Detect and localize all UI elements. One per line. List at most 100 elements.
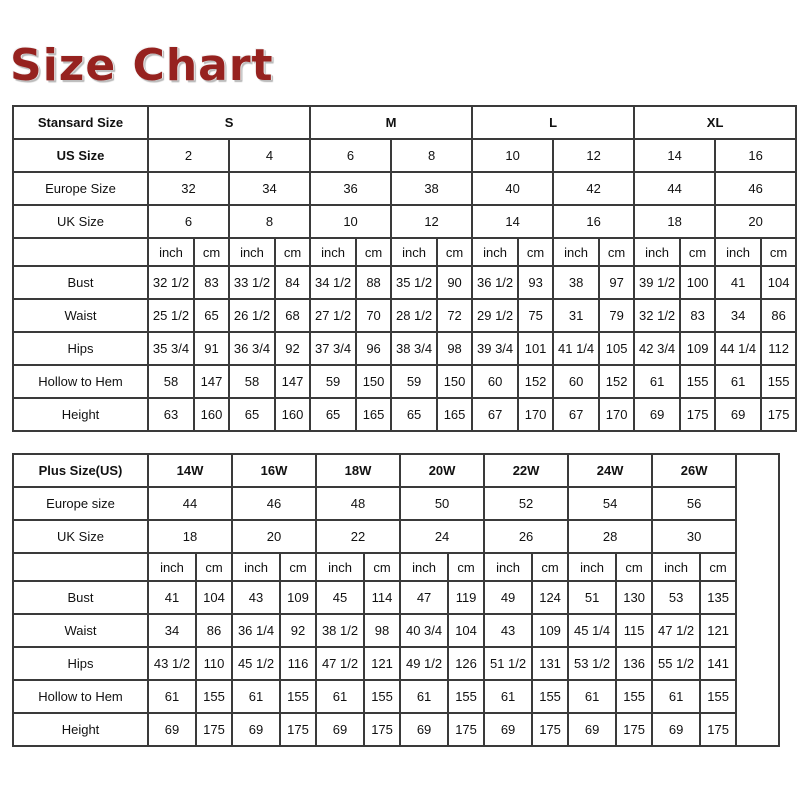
cell-value: 42 3/4 bbox=[633, 331, 682, 366]
unit-row: inch cm inch cm inch cm inch cm inch cm inch cm inch… bbox=[12, 237, 798, 267]
cell-value: 175 bbox=[447, 712, 486, 747]
cell-value: 65 bbox=[193, 298, 230, 333]
cell-value: 65 bbox=[228, 397, 276, 432]
group-header-s: S bbox=[146, 105, 312, 140]
cell-value: 69 bbox=[714, 397, 763, 432]
cell-value: 12 bbox=[552, 138, 636, 173]
row-label-bust: Bust bbox=[12, 265, 149, 300]
cell-value: 61 bbox=[633, 364, 682, 399]
unit-header-cm: cm bbox=[194, 552, 234, 582]
unit-header-cm: cm bbox=[760, 237, 798, 267]
cell-value: 155 bbox=[679, 364, 717, 399]
cell-value: 43 bbox=[231, 580, 282, 615]
unit-header-cm: cm bbox=[699, 552, 738, 582]
unit-row-empty-label bbox=[12, 552, 149, 582]
cell-value: 51 bbox=[567, 580, 618, 615]
cell-value: 67 bbox=[471, 397, 520, 432]
cell-value: 52 bbox=[483, 486, 570, 521]
cell-value: 65 bbox=[309, 397, 358, 432]
unit-header-inch: inch bbox=[147, 552, 197, 582]
cell-value: 83 bbox=[679, 298, 717, 333]
cell-value: 147 bbox=[193, 364, 230, 399]
cell-value: 104 bbox=[760, 265, 798, 300]
cell-value: 98 bbox=[363, 613, 402, 648]
table-row: UK Size 18 20 22 24 26 28 30 bbox=[12, 519, 779, 554]
cell-value: 110 bbox=[194, 646, 234, 681]
cell-value: 58 bbox=[228, 364, 276, 399]
cell-value: 35 1/2 bbox=[390, 265, 439, 300]
cell-value: 39 3/4 bbox=[471, 331, 520, 366]
cell-value: 47 bbox=[399, 580, 450, 615]
cell-value: 18 bbox=[146, 519, 234, 554]
cell-value: 36 1/2 bbox=[471, 265, 520, 300]
cell-value: 130 bbox=[615, 580, 654, 615]
cell-value: 105 bbox=[598, 331, 636, 366]
group-header-26w: 26W bbox=[651, 453, 738, 488]
cell-value: 131 bbox=[531, 646, 570, 681]
cell-value: 175 bbox=[279, 712, 318, 747]
cell-value: 67 bbox=[552, 397, 601, 432]
cell-value: 121 bbox=[699, 613, 738, 648]
cell-value: 109 bbox=[679, 331, 717, 366]
unit-header-cm: cm bbox=[615, 552, 654, 582]
measurement-row: Waist 34 86 36 1/4 92 38 1/2 98 40 3/4 104 43 109 4… bbox=[12, 613, 779, 648]
cell-value: 45 1/2 bbox=[231, 646, 282, 681]
cell-value: 46 bbox=[714, 171, 798, 206]
cell-value: 44 bbox=[146, 486, 234, 521]
row-label-hips: Hips bbox=[12, 331, 149, 366]
table-header-row: Stansard Size S M L XL bbox=[12, 105, 798, 140]
cell-value: 69 bbox=[399, 712, 450, 747]
cell-value: 69 bbox=[633, 397, 682, 432]
cell-value: 152 bbox=[517, 364, 555, 399]
cell-value: 37 3/4 bbox=[309, 331, 358, 366]
plus-size-table: Plus Size(US) 14W 16W 18W 20W 22W 24W 26W Europe… bbox=[12, 453, 781, 747]
unit-header-inch: inch bbox=[714, 237, 763, 267]
cell-value: 22 bbox=[315, 519, 402, 554]
table-row: Europe size 44 46 48 50 52 54 56 bbox=[12, 486, 779, 521]
cell-value: 155 bbox=[447, 679, 486, 714]
cell-value: 175 bbox=[531, 712, 570, 747]
cell-value: 109 bbox=[531, 613, 570, 648]
row-label-europe-size: Europe size bbox=[12, 486, 149, 521]
cell-value: 175 bbox=[699, 712, 738, 747]
cell-value: 34 1/2 bbox=[309, 265, 358, 300]
cell-value: 36 bbox=[309, 171, 393, 206]
cell-value: 91 bbox=[193, 331, 230, 366]
unit-header-inch: inch bbox=[390, 237, 439, 267]
cell-value: 136 bbox=[615, 646, 654, 681]
cell-value: 115 bbox=[615, 613, 654, 648]
cell-value: 45 bbox=[315, 580, 366, 615]
row-label-waist: Waist bbox=[12, 613, 149, 648]
cell-value: 79 bbox=[598, 298, 636, 333]
corner-header-label: Stansard Size bbox=[12, 105, 149, 140]
unit-header-cm: cm bbox=[279, 552, 318, 582]
unit-header-inch: inch bbox=[567, 552, 618, 582]
group-header-22w: 22W bbox=[483, 453, 570, 488]
cell-value: 53 1/2 bbox=[567, 646, 618, 681]
cell-value: 32 1/2 bbox=[147, 265, 195, 300]
table-header-row: Plus Size(US) 14W 16W 18W 20W 22W 24W 26W bbox=[12, 453, 781, 747]
cell-value: 49 bbox=[483, 580, 534, 615]
cell-value: 36 3/4 bbox=[228, 331, 276, 366]
measurement-row: Bust 32 1/2 83 33 1/2 84 34 1/2 88 35 1/2 90 36 1… bbox=[12, 265, 798, 300]
cell-value: 33 1/2 bbox=[228, 265, 276, 300]
table-row: US Size 2 4 6 8 10 12 14 16 bbox=[12, 138, 798, 173]
cell-value: 155 bbox=[615, 679, 654, 714]
cell-value: 175 bbox=[194, 712, 234, 747]
cell-value: 40 bbox=[471, 171, 555, 206]
cell-value: 69 bbox=[315, 712, 366, 747]
cell-value: 16 bbox=[552, 204, 636, 239]
cell-value: 31 bbox=[552, 298, 601, 333]
cell-value: 93 bbox=[517, 265, 555, 300]
row-label-us-size: US Size bbox=[12, 138, 149, 173]
cell-value: 69 bbox=[567, 712, 618, 747]
row-label-europe-size: Europe Size bbox=[12, 171, 149, 206]
cell-value: 8 bbox=[390, 138, 474, 173]
cell-value: 165 bbox=[436, 397, 474, 432]
cell-value: 18 bbox=[633, 204, 717, 239]
measurement-row: Height 63 160 65 160 65 165 65 165 67 170 67 170 69 17… bbox=[12, 397, 798, 432]
cell-value: 6 bbox=[309, 138, 393, 173]
cell-value: 47 1/2 bbox=[651, 613, 702, 648]
group-header-16w: 16W bbox=[231, 453, 318, 488]
